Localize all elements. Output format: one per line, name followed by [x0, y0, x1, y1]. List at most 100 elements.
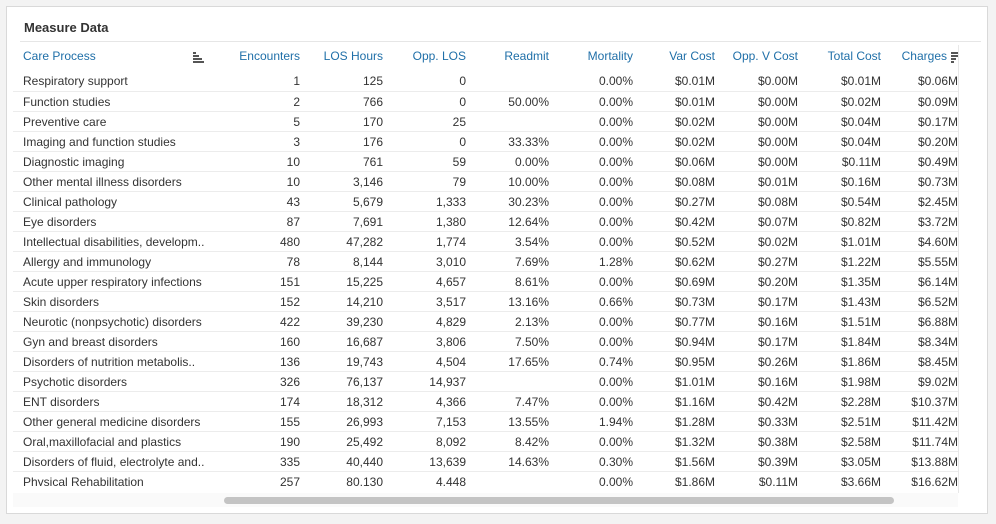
cell-mortality: 0.00%: [598, 115, 633, 129]
sort-icon[interactable]: [193, 52, 204, 63]
table-row[interactable]: Diagnostic imaging 10 761 59 0.00% 0.00% $0.06…: [13, 151, 958, 171]
cell-encounters: 480: [279, 235, 300, 249]
table-row[interactable]: Respiratory support 1 125 0 0.00% $0.01M $0.00…: [13, 71, 958, 91]
table-row[interactable]: Function studies 2 766 0 50.00% 0.00% $0.01M $0…: [13, 91, 958, 111]
cell-charges: $13.88M: [911, 455, 958, 469]
cell-care-process: Neurotic (nonpsychotic) disorders: [23, 315, 202, 329]
cell-total-cost: $0.04M: [840, 115, 881, 129]
cell-los-hours: 16,687: [346, 335, 383, 349]
cell-care-process: Imaging and function studies: [23, 135, 176, 149]
table-row[interactable]: Eye disorders 87 7,691 1,380 12.64% 0.00% $0.4…: [13, 211, 958, 231]
cell-opp-los: 1,380: [435, 215, 466, 229]
cell-var-cost: $0.42M: [674, 215, 715, 229]
cell-los-hours: 40,440: [346, 455, 383, 469]
cell-mortality: 0.00%: [598, 235, 633, 249]
cell-var-cost: $0.08M: [674, 175, 715, 189]
cell-opp-v-cost: $0.00M: [757, 155, 798, 169]
column-header-readmit[interactable]: Readmit: [504, 49, 549, 63]
horizontal-scrollbar[interactable]: [13, 493, 958, 507]
table-row[interactable]: Acute upper respiratory infections 151 15,…: [13, 271, 958, 291]
measure-data-table[interactable]: Care Process Encounters LOS Hours Opp. L…: [13, 45, 958, 486]
column-header-charges[interactable]: Charges: [901, 49, 947, 63]
cell-los-hours: 14,210: [346, 295, 383, 309]
cell-opp-los: 8,092: [435, 435, 466, 449]
column-header-los-hours[interactable]: LOS Hours: [323, 49, 383, 63]
column-header-mortality[interactable]: Mortality: [587, 49, 633, 63]
table-row[interactable]: Other mental illness disorders 10 3,146 79 1…: [13, 171, 958, 191]
cell-opp-los: 1,774: [435, 235, 466, 249]
table-row[interactable]: Psychotic disorders 326 76,137 14,937 0.00% $…: [13, 371, 958, 391]
cell-readmit: 8.42%: [514, 435, 549, 449]
cell-los-hours: 766: [362, 95, 383, 109]
scrollbar-thumb[interactable]: [224, 497, 894, 504]
column-header-total-cost[interactable]: Total Cost: [827, 49, 881, 63]
cell-los-hours: 170: [362, 115, 383, 129]
cell-readmit: [473, 71, 549, 91]
cell-readmit: 13.55%: [508, 415, 549, 429]
cell-los-hours: 26,993: [346, 415, 383, 429]
table-row[interactable]: Oral,maxillofacial and plastics 190 25,492…: [13, 431, 958, 451]
table-row[interactable]: Disorders of fluid, electrolyte and.. 335…: [13, 451, 958, 471]
cell-encounters: 151: [279, 275, 300, 289]
cell-charges: $6.88M: [917, 315, 958, 329]
cell-var-cost: $0.27M: [674, 195, 715, 209]
table-row[interactable]: Preventive care 5 170 25 0.00% $0.02M $0.00M $0…: [13, 111, 958, 131]
cell-charges: $9.02M: [917, 375, 958, 389]
table-row[interactable]: Allergy and immunology 78 8,144 3,010 7.69% 1…: [13, 251, 958, 271]
table-row[interactable]: Gyn and breast disorders 160 16,687 3,806 7.…: [13, 331, 958, 351]
cell-readmit: 13.16%: [508, 295, 549, 309]
cell-mortality: 0.00%: [598, 335, 633, 349]
cell-encounters: 1: [293, 74, 300, 88]
cell-readmit: 0.00%: [514, 155, 549, 169]
cell-total-cost: $0.11M: [841, 155, 881, 169]
column-header-care-process[interactable]: Care Process: [23, 49, 96, 63]
cell-encounters: 87: [286, 215, 300, 229]
column-header-opp-v-cost[interactable]: Opp. V Cost: [732, 49, 798, 63]
cell-encounters: 190: [279, 435, 300, 449]
cell-encounters: 335: [279, 455, 300, 469]
cell-mortality: 0.00%: [598, 215, 633, 229]
cell-care-process: Respiratory support: [23, 74, 128, 88]
cell-los-hours: 25,492: [346, 435, 383, 449]
column-header-encounters[interactable]: Encounters: [239, 49, 300, 63]
cell-total-cost: $1.43M: [840, 295, 881, 309]
column-header-var-cost[interactable]: Var Cost: [669, 49, 715, 63]
cell-mortality: 0.30%: [598, 455, 633, 469]
cell-charges: $2.45M: [917, 195, 958, 209]
cell-opp-los: 7,153: [435, 415, 466, 429]
cell-los-hours: 761: [362, 155, 383, 169]
cell-total-cost: $3.05M: [840, 455, 881, 469]
cell-opp-v-cost: $0.42M: [757, 395, 798, 409]
column-header-opp-los[interactable]: Opp. LOS: [412, 49, 466, 63]
cell-encounters: 326: [279, 375, 300, 389]
table-row[interactable]: Neurotic (nonpsychotic) disorders 422 39,2…: [13, 311, 958, 331]
table-row[interactable]: Intellectual disabilities, developm.. 480…: [13, 231, 958, 251]
cell-var-cost: $0.02M: [674, 135, 715, 149]
cell-readmit: [473, 372, 549, 392]
cell-charges: $0.49M: [917, 155, 958, 169]
table-row[interactable]: Clinical pathology 43 5,679 1,333 30.23% 0.00…: [13, 191, 958, 211]
cell-los-hours: 19,743: [346, 355, 383, 369]
cell-opp-v-cost: $0.17M: [757, 295, 798, 309]
cell-readmit: 7.69%: [514, 255, 549, 269]
cell-encounters: 43: [286, 195, 300, 209]
cell-charges: $11.42M: [912, 415, 958, 429]
table-row[interactable]: Imaging and function studies 3 176 0 33.33% 0…: [13, 131, 958, 151]
table-row[interactable]: ENT disorders 174 18,312 4,366 7.47% 0.00% $1.…: [13, 391, 958, 411]
cell-charges: $10.37M: [911, 395, 958, 409]
cell-mortality: 0.00%: [598, 275, 633, 289]
cell-var-cost: $0.77M: [674, 315, 715, 329]
cell-opp-v-cost: $0.27M: [757, 255, 798, 269]
sort-icon-charges[interactable]: [951, 52, 958, 63]
cell-total-cost: $1.01M: [840, 235, 881, 249]
table-row[interactable]: Skin disorders 152 14,210 3,517 13.16% 0.66% $…: [13, 291, 958, 311]
cell-total-cost: $2.28M: [840, 395, 881, 409]
cell-readmit: 17.65%: [508, 355, 549, 369]
table-row[interactable]: Disorders of nutrition metabolis.. 136 19,…: [13, 351, 958, 371]
table-row[interactable]: Other general medicine disorders 155 26,99…: [13, 411, 958, 431]
cell-los-hours: 80,130: [346, 475, 383, 486]
cell-encounters: 3: [293, 135, 300, 149]
cell-var-cost: $1.01M: [674, 375, 715, 389]
table-row[interactable]: Physical Rehabilitation 257 80,130 4,448 0.0…: [13, 471, 958, 486]
cell-total-cost: $1.86M: [840, 355, 881, 369]
